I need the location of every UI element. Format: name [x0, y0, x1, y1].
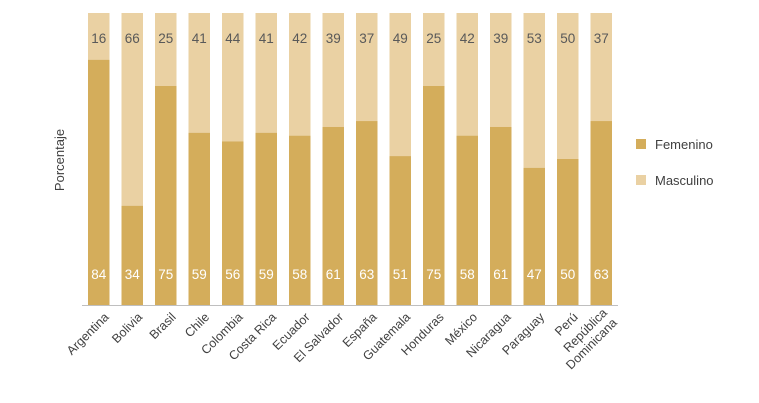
bars-group: [88, 13, 612, 305]
bar-femenino-bolivia: [121, 205, 143, 305]
value-label-femenino-ecuador: 58: [292, 267, 307, 282]
value-label-masculino-republica-dominicana: 37: [594, 31, 609, 46]
bar-masculino-chile: [188, 13, 210, 133]
bar-masculino-republica-dominicana: [590, 13, 612, 122]
value-label-masculino-brasil: 25: [158, 31, 173, 46]
x-tick-label-bolivia: Bolivia: [109, 310, 145, 346]
bar-femenino-republica-dominicana: [590, 121, 612, 305]
legend: Femenino Masculino: [636, 137, 714, 188]
value-label-femenino-peru: 50: [560, 267, 575, 282]
bar-femenino-costa-rica: [255, 132, 277, 305]
x-tick-label-brasil: Brasil: [147, 310, 179, 342]
legend-label-masculino: Masculino: [655, 173, 714, 188]
value-label-femenino-honduras: 75: [426, 267, 441, 282]
bar-masculino-honduras: [423, 13, 445, 86]
bar-masculino-peru: [557, 13, 579, 159]
bar-masculino-nicaragua: [490, 13, 512, 127]
bar-masculino-el-salvador: [322, 13, 344, 127]
value-label-masculino-costa-rica: 41: [259, 31, 274, 46]
legend-label-femenino: Femenino: [655, 137, 713, 152]
bar-masculino-guatemala: [389, 13, 411, 157]
value-label-masculino-chile: 41: [192, 31, 207, 46]
value-label-femenino-paraguay: 47: [527, 267, 542, 282]
bar-masculino-espana: [356, 13, 378, 122]
bar-femenino-honduras: [423, 86, 445, 305]
bar-femenino-peru: [557, 159, 579, 305]
value-label-masculino-nicaragua: 39: [493, 31, 508, 46]
x-tick-label-chile: Chile: [182, 310, 212, 340]
value-label-femenino-costa-rica: 59: [259, 267, 274, 282]
value-label-femenino-bolivia: 34: [125, 267, 141, 282]
value-label-femenino-el-salvador: 61: [326, 267, 341, 282]
bar-masculino-bolivia: [121, 13, 143, 206]
value-label-masculino-argentina: 16: [91, 31, 106, 46]
value-label-femenino-chile: 59: [192, 267, 207, 282]
value-label-masculino-ecuador: 42: [292, 31, 307, 46]
bar-masculino-ecuador: [289, 13, 311, 136]
x-tick-label-republica-dominicana: RepúblicaDominicana: [553, 306, 620, 373]
bar-femenino-mexico: [456, 135, 478, 305]
bar-femenino-colombia: [222, 141, 244, 305]
value-label-masculino-mexico: 42: [460, 31, 475, 46]
bar-femenino-ecuador: [289, 135, 311, 305]
value-label-femenino-espana: 63: [359, 267, 374, 282]
value-label-masculino-guatemala: 49: [393, 31, 408, 46]
bar-femenino-espana: [356, 121, 378, 305]
legend-swatch-masculino: [636, 175, 646, 185]
bar-masculino-mexico: [456, 13, 478, 136]
value-label-masculino-colombia: 44: [225, 31, 241, 46]
value-label-femenino-colombia: 56: [225, 267, 240, 282]
value-label-femenino-argentina: 84: [91, 267, 107, 282]
value-label-femenino-mexico: 58: [460, 267, 475, 282]
value-label-masculino-paraguay: 53: [527, 31, 542, 46]
bar-masculino-paraguay: [523, 13, 545, 168]
bar-masculino-argentina: [88, 13, 110, 60]
y-axis-label: Porcentaje: [52, 129, 67, 191]
value-label-femenino-guatemala: 51: [393, 267, 408, 282]
x-tick-label-argentina: Argentina: [64, 310, 112, 358]
value-label-masculino-el-salvador: 39: [326, 31, 341, 46]
bar-femenino-guatemala: [389, 156, 411, 305]
bar-femenino-el-salvador: [322, 126, 344, 305]
bar-masculino-brasil: [155, 13, 177, 86]
bar-femenino-argentina: [88, 59, 110, 305]
legend-swatch-femenino: [636, 139, 646, 149]
value-label-masculino-honduras: 25: [426, 31, 441, 46]
value-label-masculino-espana: 37: [359, 31, 374, 46]
value-label-femenino-nicaragua: 61: [493, 267, 508, 282]
value-label-masculino-peru: 50: [560, 31, 575, 46]
value-label-masculino-bolivia: 66: [125, 31, 140, 46]
bar-femenino-nicaragua: [490, 126, 512, 305]
value-label-femenino-brasil: 75: [158, 267, 173, 282]
value-label-femenino-republica-dominicana: 63: [594, 267, 609, 282]
bar-masculino-costa-rica: [255, 13, 277, 133]
value-labels-group: 16 84 66 34 25 75 41 59 44 56 41 59 42 58 39 61 37 63 49 51…: [91, 31, 609, 282]
bar-femenino-brasil: [155, 86, 177, 305]
bar-femenino-paraguay: [523, 167, 545, 305]
bar-masculino-colombia: [222, 13, 244, 142]
bar-femenino-chile: [188, 132, 210, 305]
